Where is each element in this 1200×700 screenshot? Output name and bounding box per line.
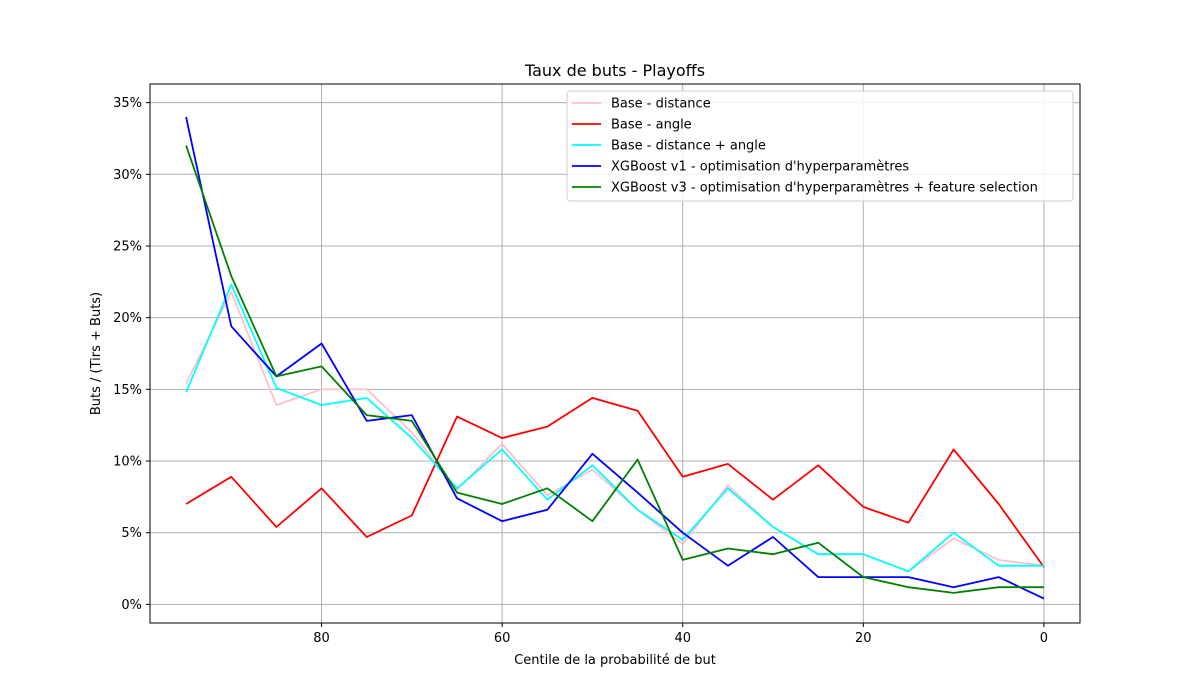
plot-frame (149, 83, 1081, 624)
y-axis-title: Buts / (Tirs + Buts) (89, 292, 104, 415)
axis-ticks: 80 60 40 20 0 0% 5% 10% 15% 20% 25% 30% 35% (113, 96, 1048, 646)
y-tick-label: 15% (113, 383, 142, 398)
y-tick-label: 25% (113, 239, 142, 254)
y-tick-label: 35% (113, 96, 142, 111)
legend-label: XGBoost v1 - optimisation d'hyperparamèt… (611, 160, 909, 175)
x-axis-title: Centile de la probabilité de but (514, 653, 716, 668)
legend-label: XGBoost v3 - optimisation d'hyperparamèt… (611, 181, 1038, 196)
x-tick-label: 0 (1040, 631, 1048, 646)
y-tick-label: 30% (113, 168, 142, 183)
series-lines (185, 116, 1045, 600)
y-tick-label: 20% (113, 311, 142, 326)
x-tick-label: 20 (855, 631, 872, 646)
series-line-5 (185, 145, 1044, 594)
legend-box (566, 90, 1074, 202)
legend-label: Base - angle (611, 118, 692, 133)
y-tick-label: 10% (113, 455, 142, 470)
y-tick-label: 5% (121, 526, 142, 541)
x-tick-label: 60 (494, 631, 511, 646)
x-tick-label: 80 (313, 631, 330, 646)
series-line-4 (185, 116, 1045, 600)
y-tick-label: 0% (121, 598, 142, 613)
series-line-2 (185, 396, 1045, 568)
legend: Base - distance Base - angle Base - distan… (566, 90, 1074, 202)
x-tick-label: 40 (674, 631, 691, 646)
chart-title: Taux de buts - Playoffs (524, 61, 705, 80)
legend-label: Base - distance + angle (611, 139, 766, 154)
series-line-3 (185, 283, 1044, 573)
legend-label: Base - distance (611, 97, 711, 112)
